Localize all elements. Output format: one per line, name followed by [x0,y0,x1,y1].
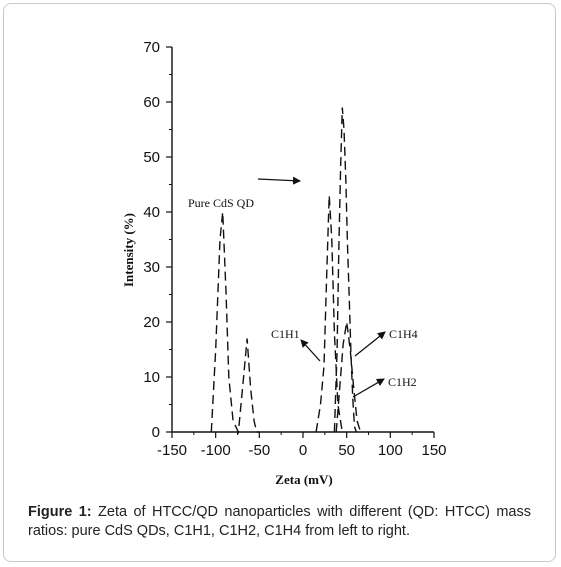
series-line-c1h4 [333,107,357,433]
annotation-c1h2: C1H2 [388,375,417,389]
x-tick-label: -150 [157,442,187,459]
figure-caption: Figure 1: Zeta of HTCC/QD nanoparticles … [28,503,531,541]
y-tick-label: 70 [143,39,160,56]
annotation-c1h4: C1H4 [389,327,418,341]
y-tick-label: 0 [152,424,160,441]
arrow-c1h2 [352,378,385,398]
arrow-c1h1 [300,339,321,362]
y-tick-label: 50 [143,149,160,166]
x-tick-label: -50 [248,442,270,459]
annotation-pure-cds: Pure CdS QD [188,196,254,210]
caption-text: Zeta of HTCC/QD nanoparticles with diffe… [28,504,532,539]
x-tick-label: 50 [338,442,355,459]
zeta-chart: -150 -100 -50 0 50 100 150 0 10 20 30 40 50 60 70 Pure… [121,39,447,487]
series-line-c1h1 [315,195,343,433]
x-tick-label: 100 [378,442,403,459]
annotation-c1h1: C1H1 [271,327,300,341]
y-tick-label: 10 [143,369,160,386]
caption-label: Figure 1: [28,504,92,520]
y-axis-title: Intensity (%) [121,213,136,287]
y-tick-label: 20 [143,314,160,331]
arrow-main [257,176,301,185]
y-tick-label: 40 [143,204,160,221]
x-tick-label: 0 [299,442,307,459]
series-line-c1h2 [335,321,362,433]
series-line-pure-cds-qd [210,211,260,435]
arrow-c1h4 [354,331,386,357]
y-tick-label: 30 [143,259,160,276]
x-axis-title: Zeta (mV) [275,472,332,487]
y-tick-label: 60 [143,94,160,111]
x-tick-label: -100 [201,442,231,459]
x-tick-label: 150 [421,442,446,459]
figure-card [3,3,556,562]
